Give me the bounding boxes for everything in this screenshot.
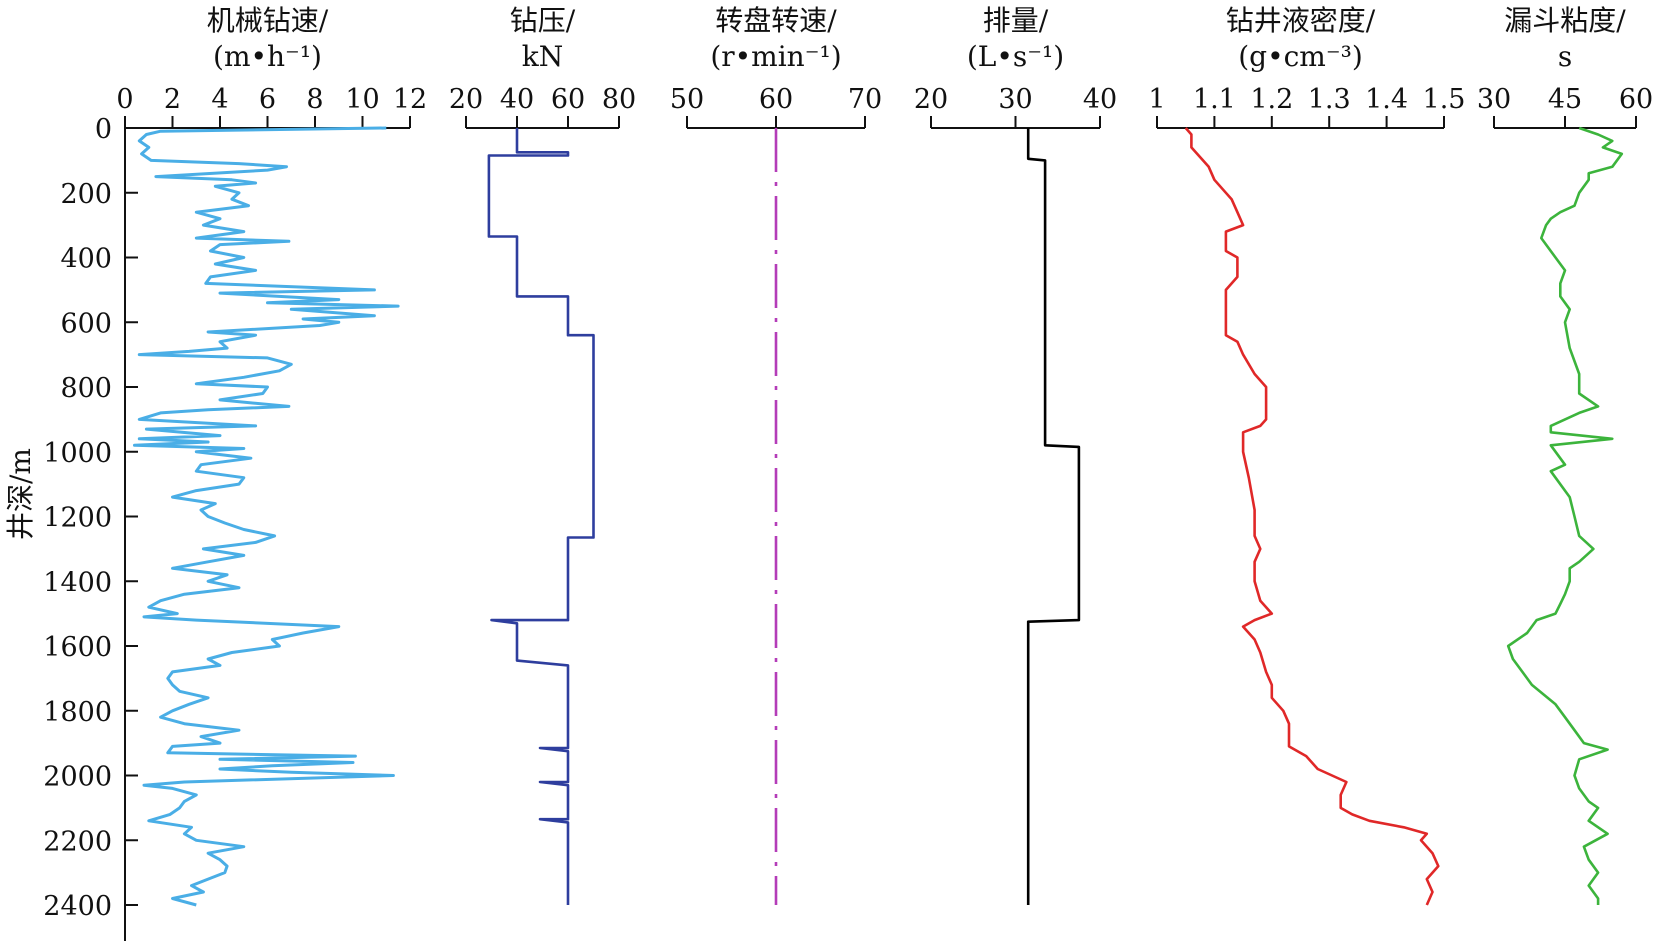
- depth-tick-label: 1800: [43, 697, 112, 728]
- track-unit: (g•cm⁻³): [1238, 40, 1363, 73]
- depth-tick-label: 200: [60, 179, 112, 210]
- depth-tick-label: 800: [60, 373, 112, 404]
- track-tick-label: 45: [1548, 84, 1582, 115]
- series-line-rop: [133, 126, 400, 907]
- track-title: 钻井液密度/: [1226, 4, 1376, 37]
- series-line-wob: [487, 128, 595, 905]
- track-tick-label: 30: [1477, 84, 1511, 115]
- track-tick-label: 6: [259, 84, 276, 115]
- track-unit: (m•h⁻¹): [213, 40, 322, 73]
- track-tick-label: 0: [116, 84, 133, 115]
- track-tick-label: 4: [211, 84, 228, 115]
- track-tick-label: 70: [848, 84, 882, 115]
- track-title: 漏斗粘度/: [1504, 4, 1626, 37]
- depth-tick-label: 600: [60, 308, 112, 339]
- track-unit: kN: [522, 40, 563, 73]
- series-line-flow: [1026, 128, 1081, 905]
- track-tick-label: 10: [345, 84, 379, 115]
- track-tick-label: 20: [449, 84, 483, 115]
- depth-tick-group: 0 200 400 600 800 1000 1200 1400 1600 1800 2000 220…: [43, 114, 138, 922]
- track-tick-label: 40: [1083, 84, 1117, 115]
- track-viscosity: 漏斗粘度/s 30 45 60: [1477, 4, 1653, 905]
- track-tick-label: 80: [602, 84, 636, 115]
- track-wob: 钻压/kN 20 40 60 80: [449, 4, 636, 905]
- track-tick-label: 60: [759, 84, 793, 115]
- track-title: 机械钻速/: [207, 4, 329, 37]
- track-tick-label: 60: [1619, 84, 1653, 115]
- series-line-density: [1184, 127, 1440, 906]
- track-flow: 排量/(L•s⁻¹) 20 30 40: [914, 4, 1117, 905]
- depth-tick-label: 2000: [43, 762, 112, 793]
- track-tick-label: 1.2: [1250, 84, 1293, 115]
- track-tick-label: 1.4: [1365, 84, 1408, 115]
- track-tick-label: 60: [551, 84, 585, 115]
- track-tick-label: 30: [998, 84, 1032, 115]
- depth-tick-label: 1000: [43, 438, 112, 469]
- track-tick-label: 50: [670, 84, 704, 115]
- depth-tick-label: 0: [95, 114, 112, 145]
- depth-tick-label: 2200: [43, 826, 112, 857]
- depth-tick-label: 1600: [43, 632, 112, 663]
- depth-tick-label: 2400: [43, 891, 112, 922]
- track-title: 钻压/: [510, 4, 576, 37]
- track-title: 排量/: [983, 4, 1049, 37]
- track-title: 转盘转速/: [715, 4, 837, 37]
- track-tick-label: 1.1: [1193, 84, 1236, 115]
- track-tick-label: 8: [306, 84, 323, 115]
- track-tick-label: 12: [393, 84, 427, 115]
- track-tick-label: 20: [914, 84, 948, 115]
- track-density: 钻井液密度/(g•cm⁻³) 1 1.1 1.2 1.3 1.4 1.5: [1148, 4, 1466, 906]
- depth-axis: 0 200 400 600 800 1000 1200 1400 1600 1800 2000 220…: [4, 114, 138, 941]
- track-rpm: 转盘转速/(r•min⁻¹)50 60 70: [670, 4, 882, 905]
- track-tick-label: 1.5: [1423, 84, 1466, 115]
- track-unit: (L•s⁻¹): [967, 40, 1064, 73]
- track-unit: s: [1558, 40, 1572, 73]
- depth-tick-label: 1400: [43, 567, 112, 598]
- track-tick-label: 2: [164, 84, 181, 115]
- depth-tick-label: 1200: [43, 503, 112, 534]
- track-unit: (r•min⁻¹): [710, 40, 841, 73]
- track-tick-label: 1: [1148, 84, 1165, 115]
- series-line-viscosity: [1506, 126, 1624, 905]
- track-tick-label: 40: [500, 84, 534, 115]
- depth-tick-label: 400: [60, 244, 112, 275]
- track-tick-label: 1.3: [1308, 84, 1351, 115]
- track-rop: 机械钻速/(m•h⁻¹) 0 2 4 6 8 10 12: [116, 4, 427, 907]
- depth-axis-title: 井深/m: [4, 448, 37, 540]
